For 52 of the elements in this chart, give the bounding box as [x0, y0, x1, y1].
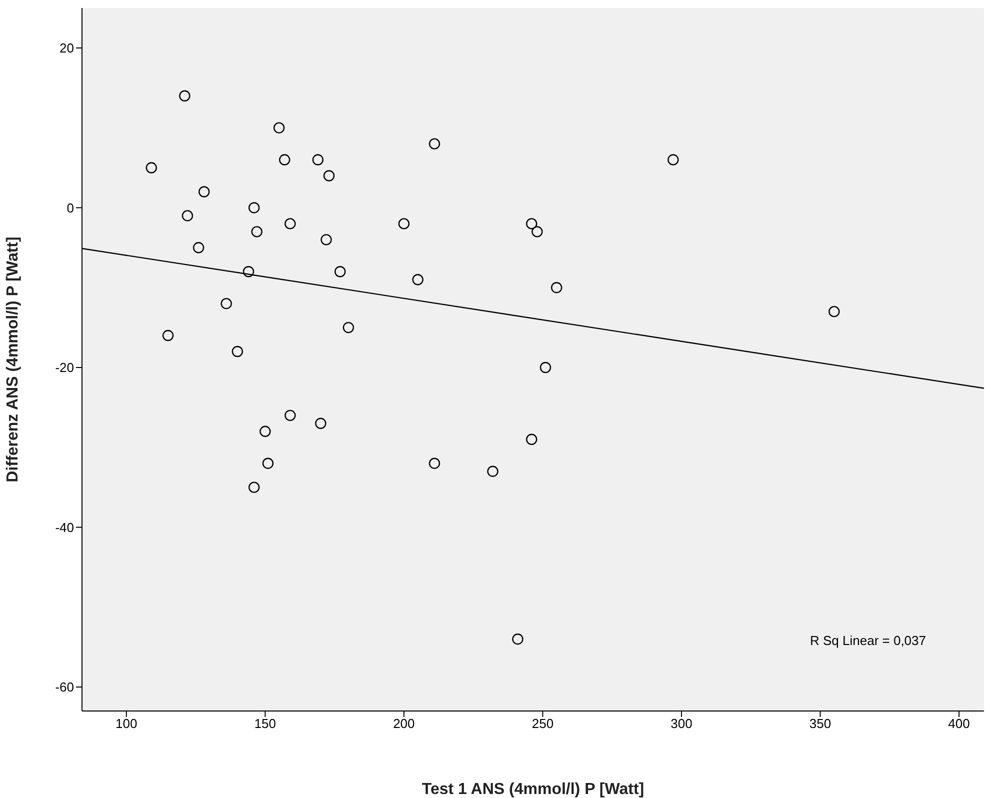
point [248, 482, 260, 493]
point [526, 434, 538, 445]
y-tick-label: 20 [60, 40, 74, 56]
point [323, 170, 335, 182]
point [487, 466, 498, 477]
point [398, 218, 410, 230]
point [540, 362, 552, 374]
point [284, 218, 296, 230]
x-axis-title: Test 1 ANS (4mmol/l) P [Watt] [422, 781, 644, 798]
point [279, 154, 290, 166]
point [273, 122, 285, 134]
point [315, 418, 326, 430]
point [412, 274, 424, 286]
point [251, 226, 262, 238]
point [428, 138, 440, 150]
annotation: R Sq Linear = 0,037 [810, 633, 926, 648]
point [179, 90, 190, 102]
point [242, 266, 254, 278]
point [220, 298, 232, 310]
point [334, 266, 346, 278]
point [550, 282, 562, 294]
point [198, 186, 210, 198]
x-tick-label: 150 [254, 716, 276, 732]
point [192, 242, 204, 254]
x-tick-label: 100 [116, 716, 138, 732]
point [312, 154, 324, 166]
point [146, 162, 157, 174]
point [320, 234, 332, 246]
point [260, 426, 271, 437]
point [284, 410, 296, 422]
point [248, 202, 260, 214]
y-tick-label: -60 [55, 680, 74, 695]
x-tick-label: 250 [532, 716, 554, 732]
x-tick-label: 300 [670, 716, 692, 732]
point [162, 330, 174, 342]
point [182, 210, 194, 222]
y-tick-label: -40 [55, 520, 74, 535]
x-tick-label: 400 [948, 716, 970, 732]
point [342, 322, 354, 334]
point [232, 346, 244, 358]
point [262, 458, 274, 469]
point [532, 226, 543, 238]
point [668, 154, 679, 166]
y-tick-label: 0 [66, 200, 74, 216]
y-axis-title: Differenz ANS (4mmol/l) P [Watt] [4, 236, 22, 482]
x-tick-label: 350 [809, 716, 832, 732]
point [828, 306, 840, 318]
point [526, 218, 538, 230]
y-tick-label: -20 [55, 360, 74, 376]
point [512, 634, 524, 645]
x-tick-label: 200 [393, 716, 415, 732]
point [428, 458, 440, 469]
